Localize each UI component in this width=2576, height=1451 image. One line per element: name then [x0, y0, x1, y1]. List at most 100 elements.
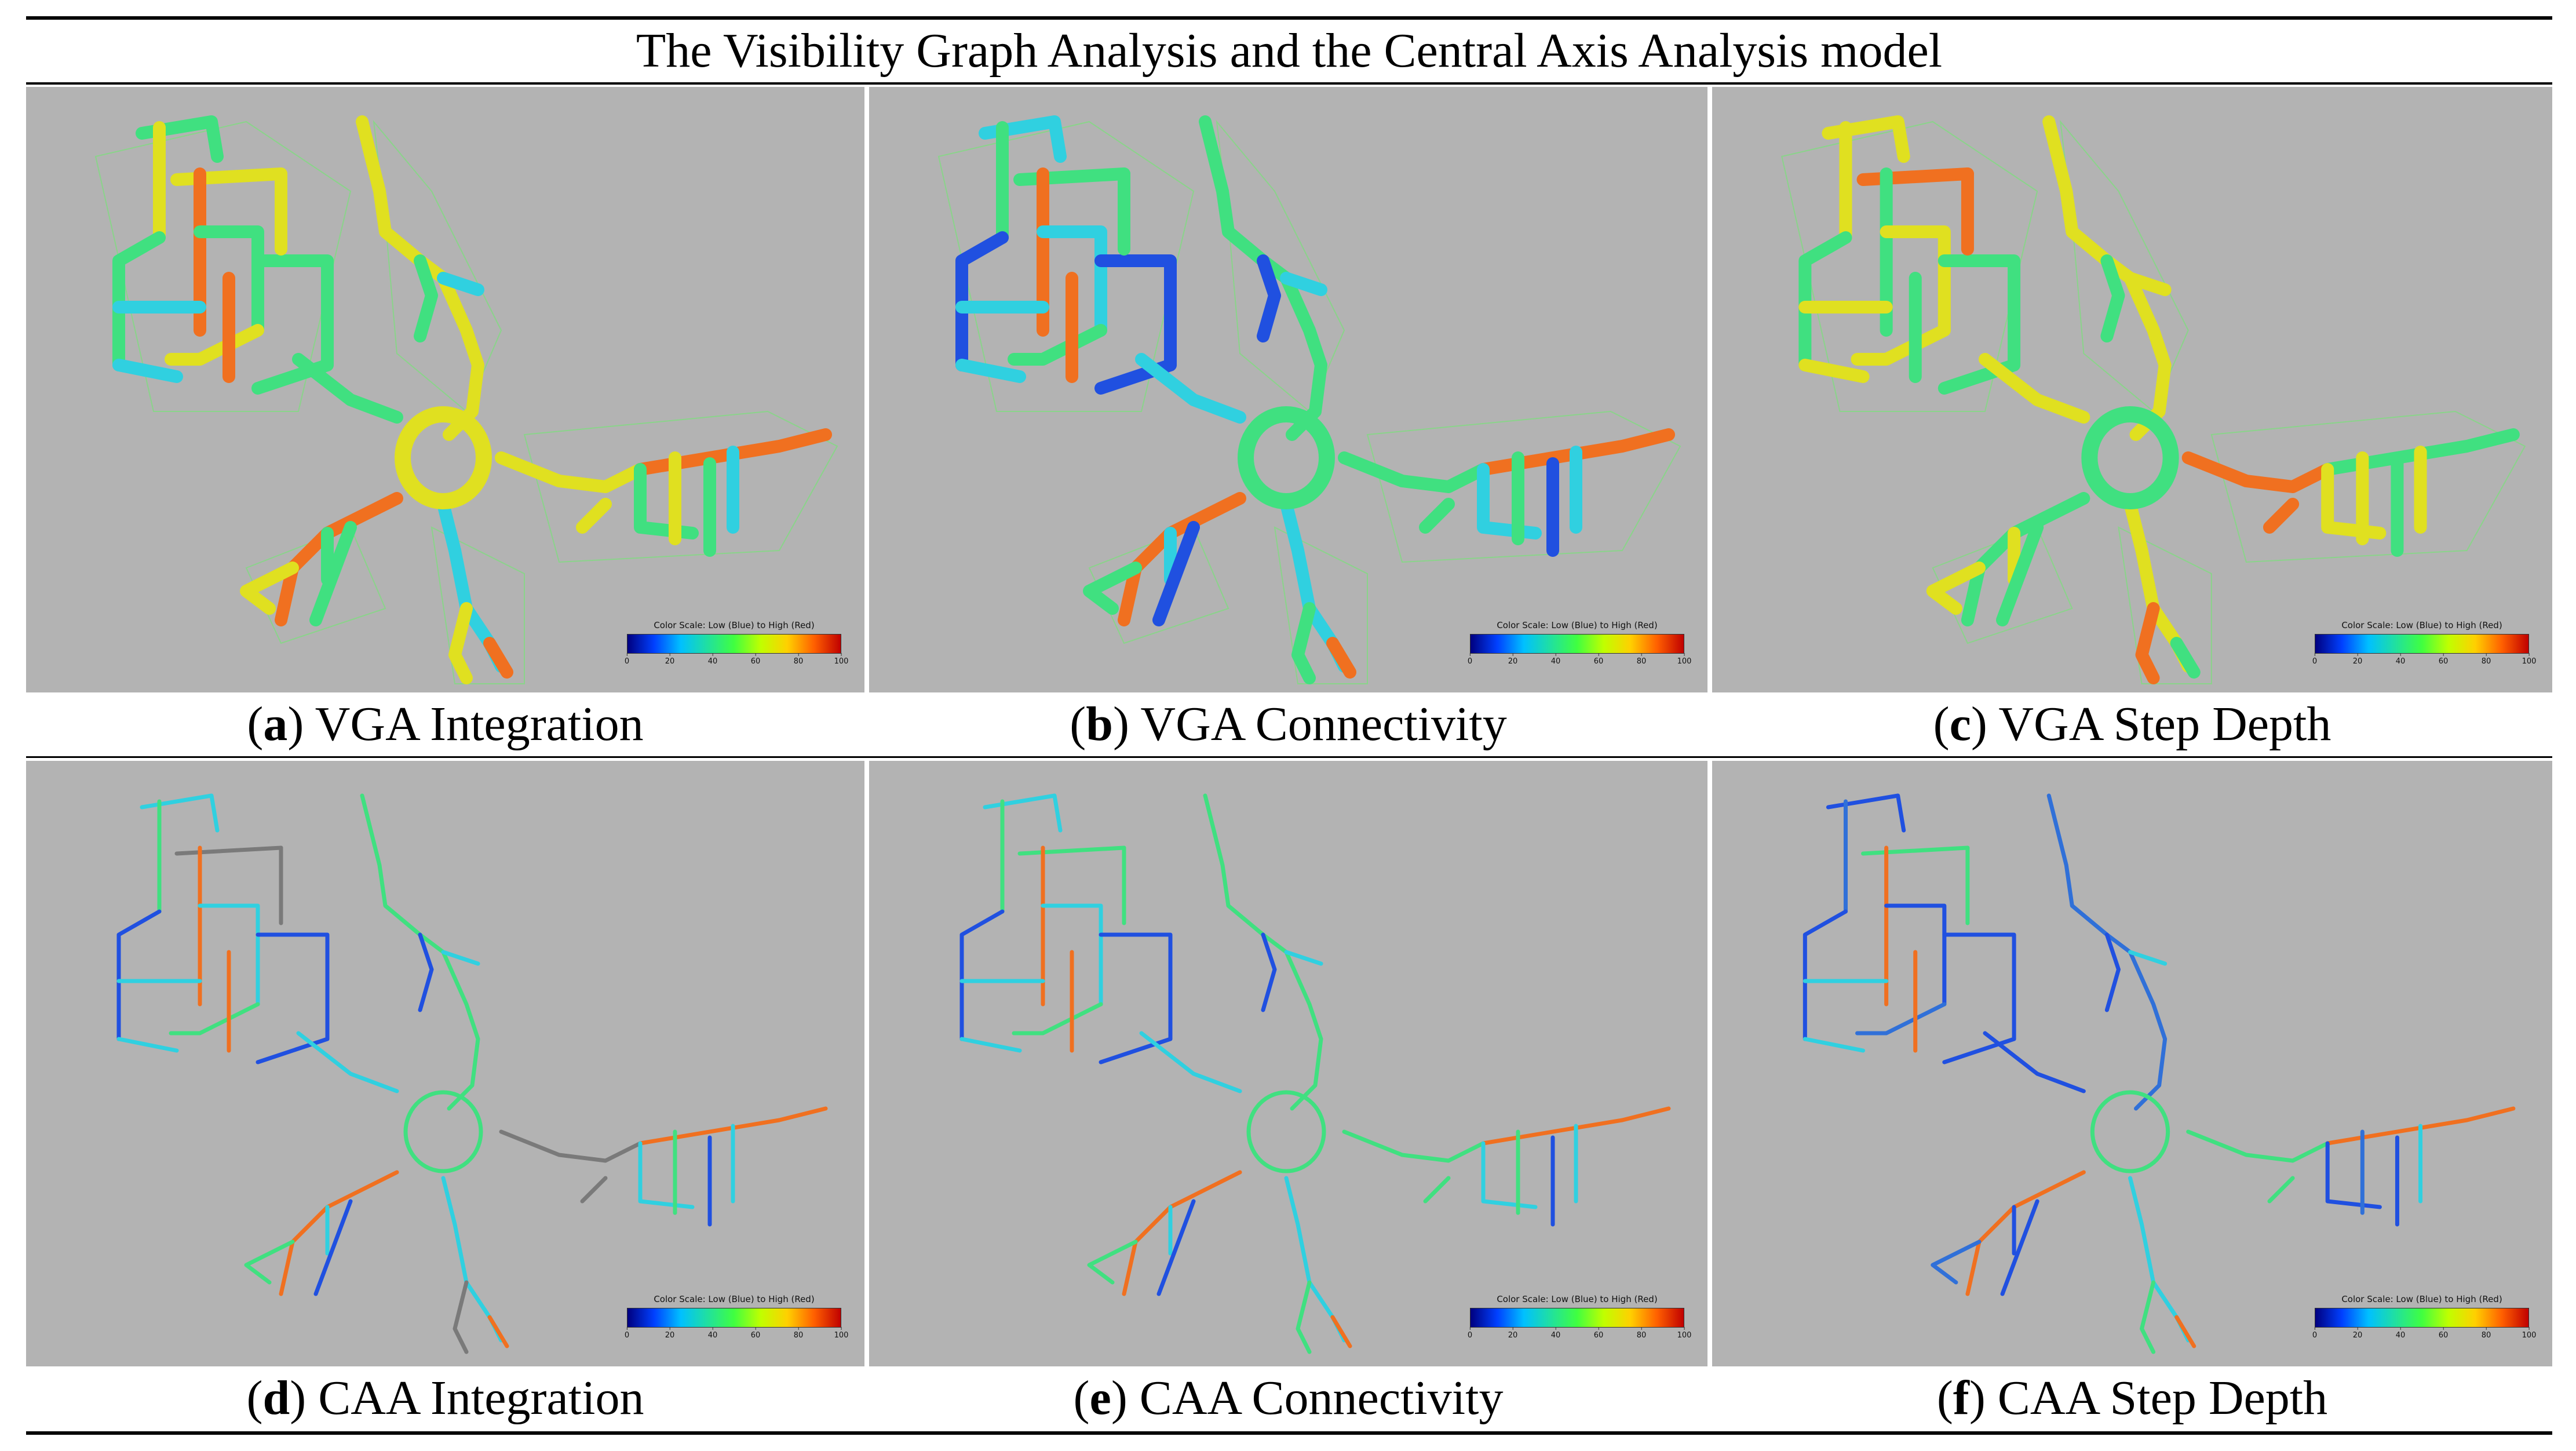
- caption-d: (d) CAA Integration: [246, 1371, 644, 1425]
- network-segment: [1135, 353, 1246, 424]
- network-map: [116, 793, 828, 1354]
- building-outline: [1274, 526, 1368, 684]
- network-segment: [1477, 463, 1542, 539]
- network-segment: [174, 845, 283, 856]
- network-map: [959, 793, 1671, 1354]
- bottom-rule-thick: [26, 1431, 2552, 1435]
- color-scale-legend: Color Scale: Low (Blue) to High (Red) 0 20…: [625, 620, 849, 681]
- caption-c: (c) VGA Step Depth: [1933, 697, 2331, 751]
- legend-tick: 100: [2522, 1327, 2537, 1340]
- network-segment: [1880, 225, 1951, 337]
- network-segment: [1012, 1002, 1103, 1036]
- legend-tick: 0: [2312, 653, 2318, 666]
- roundabout-ring: [1246, 1090, 1326, 1173]
- network-segment: [165, 324, 264, 366]
- network-segment: [1083, 562, 1142, 615]
- network-segment: [2140, 1280, 2156, 1354]
- legend-title: Color Scale: Low (Blue) to High (Red): [1497, 1294, 1658, 1304]
- legend-tick: 60: [2438, 653, 2449, 666]
- legend-gradient-bar: [1470, 634, 1684, 654]
- network-segment: [487, 1315, 509, 1348]
- network-segment: [1938, 254, 2021, 395]
- network-segment: [1087, 1239, 1138, 1285]
- legend-tick: 100: [2522, 653, 2537, 666]
- network-segment: [2181, 451, 2334, 493]
- network-segment: [1041, 903, 1103, 1007]
- network-segment: [2267, 1176, 2295, 1204]
- network-segment: [1481, 1106, 1671, 1146]
- legend-tick: 80: [793, 653, 804, 666]
- network-segment: [1280, 272, 1327, 296]
- network-segment: [112, 231, 166, 371]
- network-segment: [309, 521, 357, 626]
- legend-gradient-bar: [627, 1308, 841, 1328]
- network-segment: [1122, 1170, 1242, 1296]
- network-segment: [1037, 225, 1107, 337]
- legend-gradient-bar: [627, 634, 841, 654]
- caption-b: (b) VGA Connectivity: [1070, 697, 1507, 751]
- network-segment: [240, 562, 299, 615]
- network-segment: [2123, 272, 2172, 296]
- legend-tick: 40: [2395, 1327, 2406, 1340]
- legend-gradient-bar: [2315, 1308, 2529, 1328]
- legend-title: Color Scale: Low (Blue) to High (Red): [2341, 620, 2502, 630]
- panel-vga-step-depth: Color Scale: Low (Blue) to High (Red) 0 20…: [1712, 87, 2552, 692]
- color-scale-legend: Color Scale: Low (Blue) to High (Red) 0 20…: [624, 1294, 849, 1355]
- network-segment: [1826, 793, 1906, 833]
- color-scale-legend: Color Scale: Low (Blue) to High (Red) 0 20…: [2312, 1294, 2537, 1355]
- network-segment: [1961, 492, 2090, 626]
- network-segment: [1139, 1031, 1242, 1093]
- caption-f: (f) CAA Step Depth: [1936, 1371, 2328, 1425]
- network-segment: [1008, 324, 1107, 366]
- network-segment: [1203, 793, 1323, 1111]
- network-segment: [955, 231, 1009, 371]
- legend-tick: 60: [2438, 1327, 2449, 1340]
- network-segment: [251, 254, 334, 395]
- color-scale-legend: Color Scale: Low (Blue) to High (Red) 0 20…: [1468, 1294, 1692, 1355]
- network-segment: [1481, 1141, 1538, 1209]
- caption-a: (a) VGA Integration: [247, 697, 644, 751]
- legend-tick: 0: [624, 1327, 630, 1340]
- legend-tick: 80: [1636, 1327, 1647, 1340]
- network-segment: [495, 451, 647, 493]
- network-segment: [959, 909, 1005, 1041]
- roundabout-ring: [2081, 406, 2179, 509]
- legend-title: Color Scale: Low (Blue) to High (Red): [2341, 1294, 2502, 1304]
- network-segment: [1851, 324, 1951, 366]
- network-segment: [194, 225, 264, 337]
- network-segment: [2325, 1106, 2516, 1146]
- network-segment: [1931, 1239, 1982, 1285]
- network-segment: [140, 793, 220, 833]
- network-segment: [437, 272, 484, 296]
- legend-tick: 20: [665, 653, 675, 666]
- legend-tick: 20: [1508, 653, 1518, 666]
- network-segment: [1152, 521, 1200, 626]
- legend-tick: 40: [1550, 1327, 1561, 1340]
- network-segment: [1926, 562, 1986, 615]
- network-segment: [453, 1280, 469, 1354]
- network-segment: [2100, 254, 2125, 342]
- network-segment: [1965, 1170, 2086, 1296]
- network-segment: [959, 1037, 1022, 1053]
- network-segment: [1094, 254, 1177, 395]
- network-segment: [1342, 1129, 1486, 1163]
- network-segment: [1423, 1176, 1451, 1204]
- network-segment: [1861, 845, 1970, 856]
- legend-tick: 0: [2312, 1327, 2318, 1340]
- building-outline: [1366, 410, 1681, 563]
- network-segment: [1284, 1176, 1347, 1343]
- building-outline: [2118, 526, 2212, 684]
- network-segment: [1326, 637, 1356, 679]
- network-segment: [634, 428, 832, 476]
- network-segment: [2174, 1315, 2196, 1348]
- network-segment: [116, 1037, 179, 1053]
- legend-gradient-bar: [2315, 634, 2529, 654]
- network-segment: [1798, 231, 1852, 371]
- network-segment: [360, 793, 480, 1111]
- network-segment: [170, 167, 287, 186]
- legend-tick: 100: [1677, 1327, 1692, 1340]
- network-segment: [1856, 167, 1974, 186]
- legend-tick: 20: [1508, 1327, 1518, 1340]
- roundabout-ring: [395, 406, 492, 509]
- network-segment: [1156, 1199, 1196, 1296]
